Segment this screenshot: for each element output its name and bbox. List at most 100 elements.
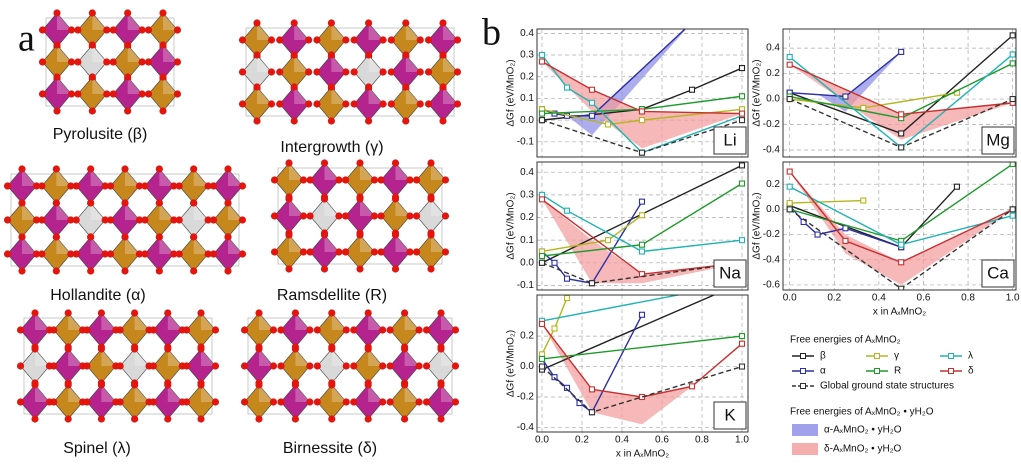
oxygen-atom bbox=[212, 326, 219, 333]
y-axis-label: ΔGf (eV/MnO₂) bbox=[752, 192, 763, 259]
oxygen-atom bbox=[117, 326, 124, 333]
panel-tag: Mg bbox=[986, 130, 1010, 149]
oxygen-atom bbox=[365, 83, 372, 90]
marker bbox=[690, 20, 695, 25]
oxygen-atom bbox=[328, 117, 335, 124]
legend-title: Free energies of AₓMnO₂ bbox=[790, 335, 901, 346]
oxygen-atom bbox=[224, 199, 231, 206]
oxygen-atom bbox=[388, 68, 395, 75]
marker bbox=[540, 260, 545, 265]
oxygen-atom bbox=[103, 26, 110, 33]
x-tick-label: 0.8 bbox=[961, 293, 975, 304]
oxygen-atom bbox=[224, 233, 231, 240]
oxygen-atom bbox=[83, 398, 90, 405]
oxygen-atom bbox=[292, 345, 299, 352]
oxygen-atom bbox=[124, 9, 131, 16]
oxygen-atom bbox=[350, 326, 357, 333]
oxygen-atom bbox=[321, 195, 328, 202]
panel-tag: Na bbox=[719, 263, 741, 282]
oxygen-atom bbox=[439, 51, 446, 58]
oxygen-atom bbox=[387, 326, 394, 333]
marker bbox=[899, 145, 904, 150]
oxygen-atom bbox=[156, 233, 163, 240]
y-tick-label: -0.2 bbox=[763, 229, 781, 240]
oxygen-atom bbox=[276, 68, 283, 75]
marker bbox=[740, 341, 745, 346]
y-tick-label: 0.2 bbox=[520, 212, 534, 223]
marker bbox=[1010, 52, 1015, 57]
marker bbox=[787, 184, 792, 189]
oxygen-atom bbox=[351, 36, 358, 43]
oxygen-atom bbox=[335, 248, 342, 255]
oxygen-atom bbox=[413, 176, 420, 183]
y-tick-label: 0.3 bbox=[520, 50, 534, 61]
oxygen-atom bbox=[239, 100, 246, 107]
oxygen-atom bbox=[174, 90, 181, 97]
y-tick-label: 0.0 bbox=[520, 115, 534, 126]
oxygen-atom bbox=[224, 165, 231, 172]
oxygen-atom bbox=[343, 362, 350, 369]
oxygen-atom bbox=[74, 26, 81, 33]
y-tick-label: -0.2 bbox=[763, 119, 781, 130]
oxygen-atom bbox=[110, 26, 117, 33]
x-tick-label: 0.8 bbox=[695, 435, 709, 446]
y-axis-label: ΔGf (eV/MnO₂) bbox=[506, 330, 517, 397]
oxygen-atom bbox=[351, 68, 358, 75]
oxygen-atom bbox=[176, 182, 183, 189]
oxygen-atom bbox=[117, 398, 124, 405]
legend-label: δ-AₓMnO₂ • yH₂O bbox=[824, 444, 902, 455]
marker bbox=[565, 208, 570, 213]
oxygen-atom bbox=[342, 176, 349, 183]
oxygen-atom bbox=[452, 326, 459, 333]
marker bbox=[899, 49, 904, 54]
marker bbox=[899, 260, 904, 265]
oxygen-atom bbox=[365, 19, 372, 26]
oxygen-atom bbox=[107, 182, 114, 189]
oxygen-atom bbox=[291, 19, 298, 26]
oxygen-atom bbox=[321, 159, 328, 166]
oxygen-atom bbox=[4, 182, 11, 189]
oxygen-atom bbox=[87, 165, 94, 172]
legend-label: α bbox=[820, 366, 826, 377]
oxygen-atom bbox=[150, 326, 157, 333]
marker bbox=[640, 242, 645, 247]
marker bbox=[861, 198, 866, 203]
oxygen-atom bbox=[139, 26, 146, 33]
oxygen-atom bbox=[159, 41, 166, 48]
marker bbox=[590, 113, 595, 118]
chart: -0.4-0.20.00.20.00.20.40.60.81.0KΔGf (eV… bbox=[506, 280, 750, 459]
oxygen-atom bbox=[417, 68, 424, 75]
oxygen-atom bbox=[379, 398, 386, 405]
oxygen-atom bbox=[98, 345, 105, 352]
oxygen-atom bbox=[454, 68, 461, 75]
oxygen-atom bbox=[452, 398, 459, 405]
oxygen-atom bbox=[197, 345, 204, 352]
oxygen-atom bbox=[454, 36, 461, 43]
marker bbox=[740, 111, 745, 116]
oxygen-atom bbox=[313, 36, 320, 43]
oxygen-atom bbox=[65, 309, 72, 316]
marker bbox=[640, 118, 645, 123]
oxygen-atom bbox=[335, 212, 342, 219]
oxygen-atom bbox=[210, 182, 217, 189]
oxygen-atom bbox=[321, 265, 328, 272]
oxygen-atom bbox=[305, 36, 312, 43]
oxygen-atom bbox=[65, 381, 72, 388]
oxygen-atom bbox=[159, 107, 166, 114]
oxygen-atom bbox=[124, 107, 131, 114]
oxygen-atom bbox=[371, 212, 378, 219]
oxygen-atom bbox=[164, 309, 171, 316]
oxygen-atom bbox=[50, 362, 57, 369]
y-tick-label: -0.6 bbox=[763, 280, 781, 291]
oxygen-atom bbox=[255, 345, 262, 352]
oxygen-atom bbox=[159, 73, 166, 80]
oxygen-atom bbox=[159, 9, 166, 16]
oxygen-atom bbox=[121, 165, 128, 172]
oxygen-atom bbox=[39, 58, 46, 65]
oxygen-atom bbox=[145, 26, 152, 33]
oxygen-atom bbox=[253, 19, 260, 26]
oxygen-atom bbox=[285, 231, 292, 238]
oxygen-atom bbox=[442, 248, 449, 255]
oxygen-atom bbox=[277, 398, 284, 405]
oxygen-atom bbox=[255, 381, 262, 388]
